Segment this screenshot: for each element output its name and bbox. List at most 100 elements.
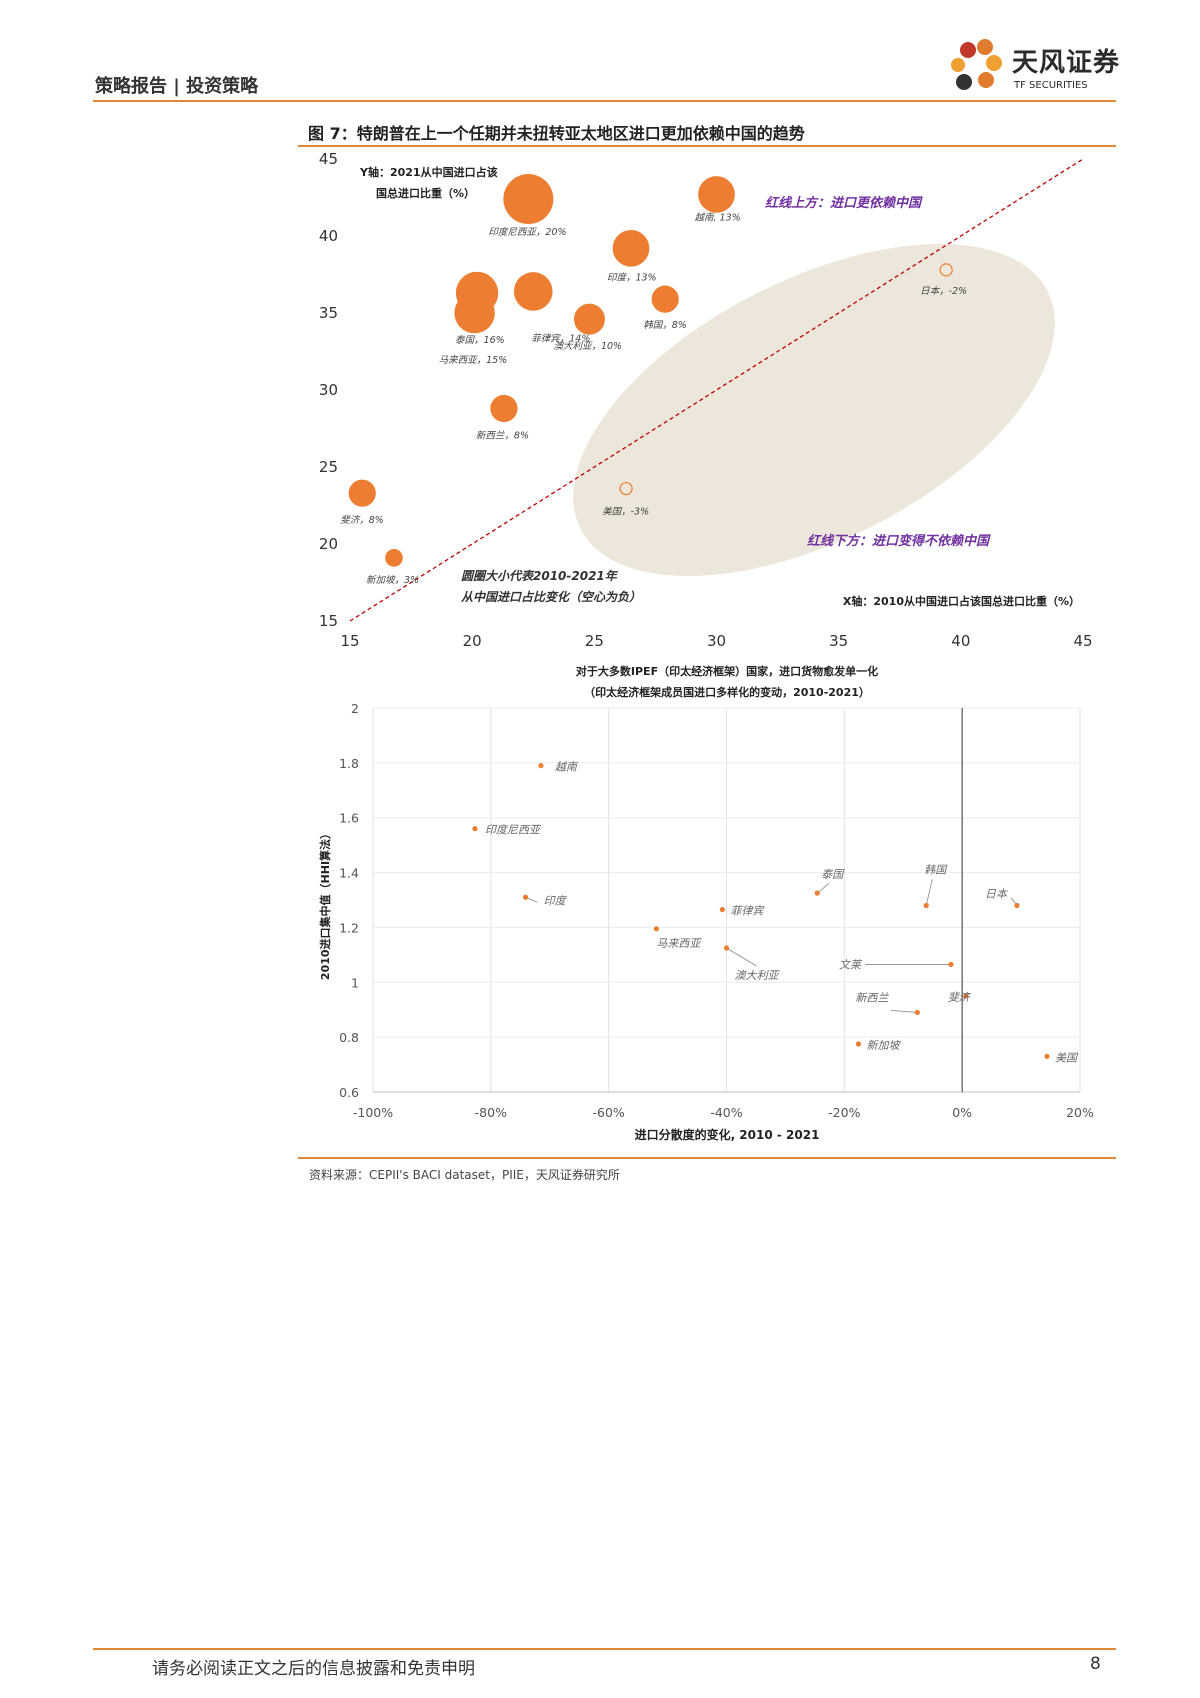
figure-title-divider	[298, 145, 1116, 147]
scatter-label: 文莱	[839, 958, 863, 971]
x-tick-label: 25	[585, 632, 604, 650]
bubble-size-note-line1: 圆圈大小代表2010-2021年	[461, 569, 619, 583]
bubble-point	[503, 174, 554, 225]
bubble-label: 澳大利亚，10%	[553, 341, 622, 352]
scatter-label: 澳大利亚	[735, 969, 781, 982]
scatter-label: 菲律宾	[730, 905, 765, 918]
x-tick-label: 30	[707, 632, 726, 650]
scatter-label: 马来西亚	[656, 937, 702, 950]
x-tick-label: 15	[340, 632, 359, 650]
bubble-label: 菲律宾，14%	[531, 332, 590, 344]
scatter-label: 泰国	[821, 868, 845, 881]
bubble-point-hollow	[939, 263, 953, 277]
x-tick-label: 0%	[952, 1105, 972, 1120]
bubble-label: 泰国，16%	[455, 335, 505, 346]
chart2-title-line2: （印太经济框架成员国进口多样化的变动，2010-2021）	[584, 685, 870, 699]
y-tick-label: 45	[319, 150, 338, 168]
x-tick-label: 35	[829, 632, 848, 650]
source-note: 资料来源：CEPII's BACI dataset，PIIE，天风证券研究所	[309, 1168, 620, 1182]
y-tick-label: 30	[319, 381, 338, 399]
chart2-title-line1: 对于大多数IPEF（印太经济框架）国家，进口货物愈发单一化	[576, 664, 878, 678]
leader-line	[816, 882, 830, 894]
below-line-annotation: 红线下方：进口变得不依赖中国	[807, 533, 991, 549]
y-tick-label: 2	[351, 701, 359, 716]
bubble-label: 越南, 13%	[695, 212, 741, 223]
bubble-point	[348, 479, 376, 507]
bubble-point	[490, 394, 518, 423]
bubble-label: 斐济，8%	[340, 514, 384, 526]
leader-line	[891, 1010, 918, 1013]
x-tick-label: 20	[463, 632, 482, 650]
above-line-annotation: 红线上方：进口更依赖中国	[765, 195, 923, 211]
scatter-point	[522, 894, 529, 900]
footer-disclaimer: 请务必阅读正文之后的信息披露和免责申明	[152, 1659, 475, 1679]
logo-text-cn: 天风证券	[1012, 48, 1121, 78]
bubble-label: 新加坡，3%	[366, 574, 419, 586]
figure-title: 图 7：特朗普在上一个任期并未扭转亚太地区进口更加依赖中国的趋势	[308, 124, 805, 143]
scatter-point	[855, 1041, 862, 1047]
bubble-size-note-line2: 从中国进口占比变化（空心为负）	[460, 590, 641, 604]
scatter-point	[948, 961, 954, 968]
diagonal-red-line	[349, 158, 1084, 622]
scatter-point	[1014, 902, 1020, 909]
scatter-label: 印度	[544, 894, 568, 907]
scatter-point	[719, 907, 725, 913]
bubble-label: 马来西亚，15%	[439, 355, 508, 366]
y-axis-label-line2: 国总进口比重（%）	[376, 186, 475, 200]
region-ellipse	[573, 243, 1055, 577]
bubble-point	[612, 229, 650, 267]
y-tick-label: 20	[319, 535, 338, 553]
scatter-label: 韩国	[924, 863, 948, 876]
scatter-point	[963, 993, 969, 999]
scatter-point	[1044, 1053, 1050, 1059]
bubble-point	[698, 176, 735, 213]
bubble-point	[385, 549, 403, 567]
scatter-label: 新加坡	[866, 1039, 901, 1052]
scatter-label: 美国	[1055, 1051, 1079, 1064]
scatter-label: 印度尼西亚	[485, 824, 542, 837]
y-axis-label: 2010进口集中值（HHI算法）	[318, 828, 332, 980]
bubble-label: 韩国，8%	[643, 320, 687, 331]
bubble-point-hollow	[619, 481, 633, 496]
x-tick-label: -80%	[475, 1105, 507, 1120]
scatter-point	[914, 1009, 920, 1016]
y-tick-label: 1.6	[339, 811, 359, 826]
bubble-point	[573, 303, 605, 335]
y-tick-label: 0.6	[339, 1085, 359, 1100]
x-tick-label: -100%	[353, 1105, 393, 1120]
x-axis-label: X轴：2010从中国进口占该国总进口比重（%）	[843, 594, 1080, 608]
leader-line	[925, 879, 933, 906]
y-tick-label: 40	[319, 227, 338, 245]
header-divider	[93, 100, 1116, 102]
scatter-label: 斐济	[948, 991, 972, 1004]
page-number: 8	[1090, 1654, 1101, 1674]
report-header-title: 策略报告 | 投资策略	[95, 76, 259, 97]
x-axis-label: 进口分散度的变化, 2010 - 2021	[635, 1127, 820, 1142]
y-tick-label: 1.2	[339, 920, 359, 935]
scatter-point	[723, 945, 730, 951]
y-tick-label: 1.4	[339, 866, 359, 881]
x-tick-label: -20%	[828, 1105, 860, 1120]
scatter-label: 新西兰	[855, 991, 889, 1004]
company-logo: 天风证券 TF SECURITIES	[950, 38, 1120, 100]
bubble-label: 印度，13%	[607, 271, 657, 283]
scatter-point	[538, 763, 544, 769]
y-tick-label: 0.8	[339, 1030, 359, 1045]
x-tick-label: 45	[1073, 632, 1092, 650]
x-tick-label: 20%	[1066, 1105, 1094, 1120]
scatter-point	[923, 902, 929, 909]
scatter-label: 日本	[985, 887, 1009, 900]
bubble-point	[513, 272, 553, 311]
bubble-point	[454, 292, 495, 334]
y-tick-label: 25	[319, 458, 338, 476]
y-tick-label: 15	[319, 612, 338, 630]
bubble-label: 印度尼西亚，20%	[488, 226, 566, 238]
bubble-point	[651, 285, 679, 313]
footer-divider	[93, 1648, 1116, 1650]
x-tick-label: 40	[951, 632, 970, 650]
y-tick-label: 1.8	[339, 756, 359, 771]
source-divider	[298, 1157, 1116, 1159]
x-tick-label: -60%	[593, 1105, 625, 1120]
